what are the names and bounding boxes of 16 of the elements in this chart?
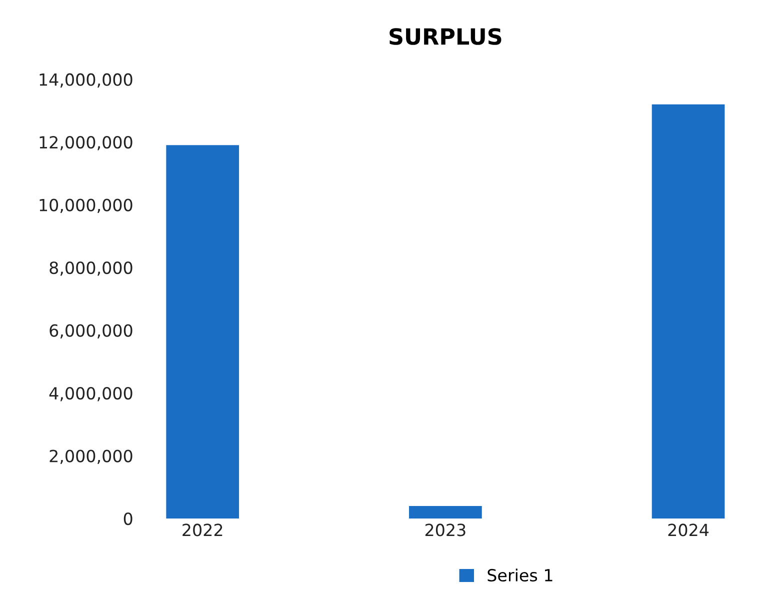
y-tick-label: 2,000,000 <box>50 450 132 464</box>
bar <box>652 104 725 518</box>
bar <box>409 506 482 518</box>
x-tick-label: 2023 <box>425 524 466 536</box>
y-tick-label: 8,000,000 <box>50 261 132 276</box>
legend-label: Series 1 <box>488 568 552 582</box>
y-tick-label: 0 <box>124 512 132 526</box>
y-tick-label: 4,000,000 <box>49 386 132 402</box>
bar <box>166 145 240 518</box>
y-tick-label: 12,000,000 <box>40 136 132 150</box>
x-tick-label: 2024 <box>668 524 709 536</box>
y-tick-label: 10,000,000 <box>40 198 132 214</box>
chart-title: SURPLUS <box>390 28 502 45</box>
y-tick-label: 6,000,000 <box>50 324 132 339</box>
x-tick-label: 2022 <box>182 524 222 536</box>
y-tick-label: 14,000,000 <box>40 73 132 88</box>
